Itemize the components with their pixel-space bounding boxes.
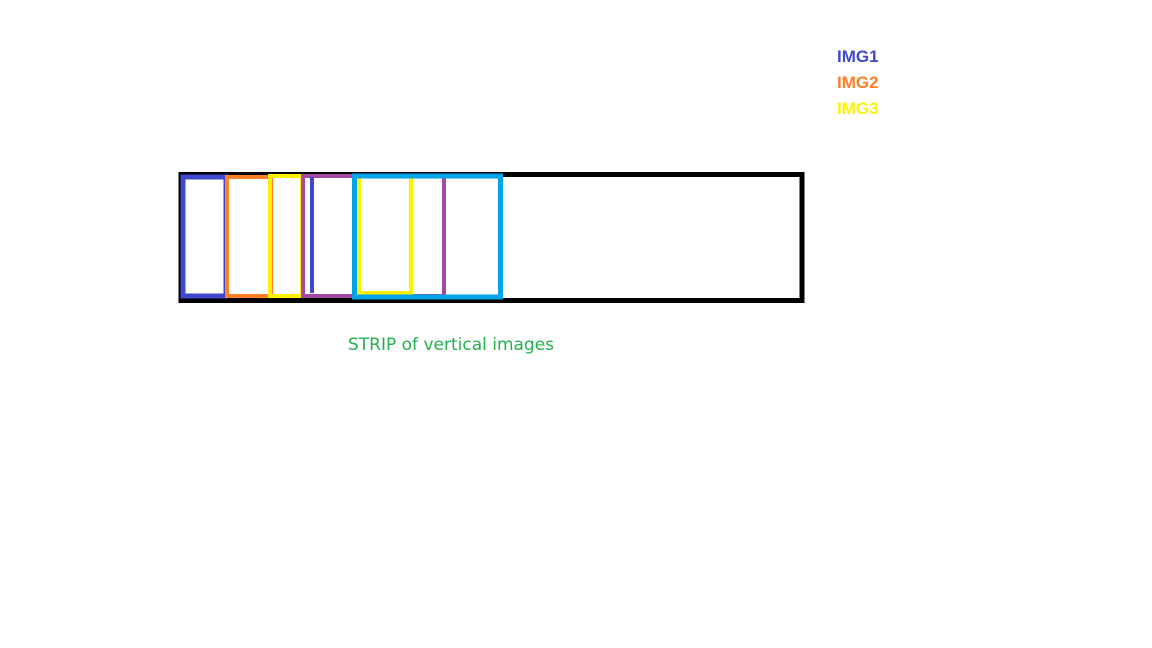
legend-item-img1: IMG1 bbox=[837, 47, 879, 66]
legend: IMG1 IMG2 IMG3 bbox=[837, 44, 879, 122]
strip-caption: STRIP of vertical images bbox=[348, 335, 555, 355]
image-frame-img5 bbox=[352, 173, 503, 300]
image-frame-img4 bbox=[301, 174, 446, 298]
legend-item-img3: IMG3 bbox=[837, 99, 879, 118]
image-frame-img2 bbox=[225, 175, 273, 298]
image-frame-img3 bbox=[268, 174, 304, 298]
image-frame-img1 bbox=[180, 174, 229, 299]
strip-frame bbox=[178, 172, 805, 303]
legend-item-img2: IMG2 bbox=[837, 73, 879, 92]
image-frame-yellow-inner bbox=[357, 178, 413, 295]
